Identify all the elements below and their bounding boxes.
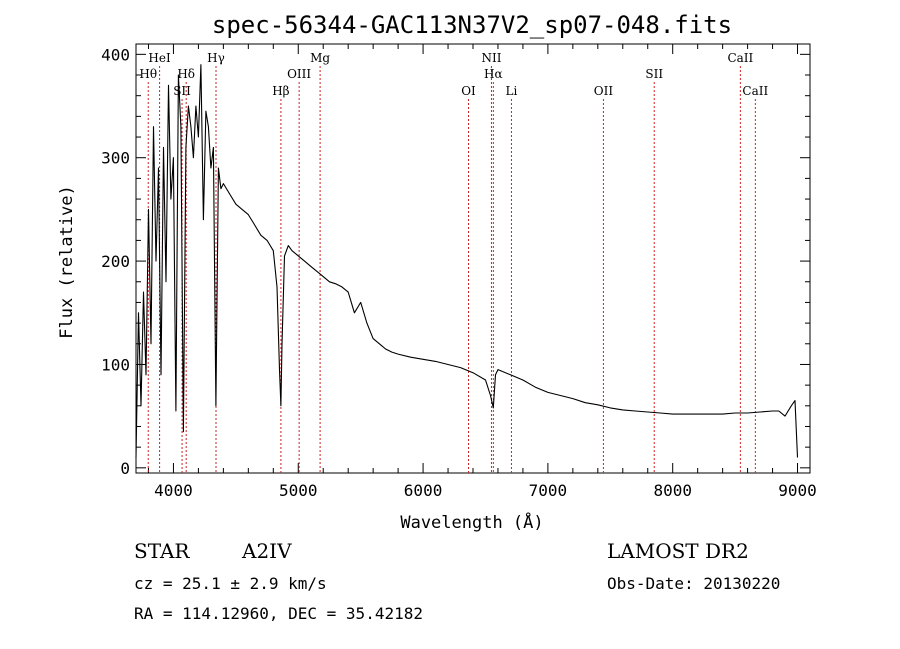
- y-tick-label: 300: [101, 149, 130, 168]
- x-axis-title: Wavelength (Å): [400, 511, 543, 533]
- chart-title: spec-56344-GAC113N37V2_sp07-048.fits: [212, 11, 732, 39]
- redshift-text: cz = 25.1 ± 2.9 km/s: [134, 574, 327, 593]
- spectral-line-label: Hθ: [139, 67, 157, 81]
- spectrum-line: [135, 64, 799, 458]
- x-tick-label: 5000: [279, 481, 318, 500]
- plot-frame: [135, 43, 811, 474]
- spectral-line-label: Hδ: [177, 67, 195, 81]
- y-tick-label: 100: [101, 355, 130, 374]
- x-tick-label: 6000: [404, 481, 443, 500]
- spectral-line-label: OII: [594, 84, 614, 98]
- spectral-line-label: OIII: [287, 67, 311, 81]
- spectral-line-label: CaII: [727, 51, 753, 65]
- spectral-line-label: CaII: [742, 84, 768, 98]
- spectral-lines: [147, 66, 756, 473]
- spectral-line-label: Hγ: [207, 51, 225, 65]
- spectral-line-label: Li: [506, 84, 518, 98]
- y-tick-label: 400: [101, 45, 130, 64]
- object-class: STAR: [134, 539, 190, 563]
- spectral-line-label: Hβ: [272, 84, 289, 98]
- spectral-line-label: OI: [461, 84, 476, 98]
- x-tick-label: 8000: [653, 481, 692, 500]
- x-tick-label: 9000: [778, 481, 817, 500]
- axes: 4000 5000 6000 7000 8000 9000 0 100 200 300 400: [101, 43, 817, 500]
- spectral-line-label: SII: [645, 67, 663, 81]
- spectral-line-label: HeI: [148, 51, 171, 65]
- coordinates-text: RA = 114.12960, DEC = 35.42182: [134, 604, 423, 623]
- spectral-line-label: Mg: [310, 51, 330, 65]
- y-axis-title: Flux (relative): [57, 185, 77, 339]
- y-tick-label: 0: [120, 459, 130, 478]
- obs-date-text: Obs-Date: 20130220: [607, 574, 781, 593]
- object-subclass: A2IV: [242, 539, 292, 563]
- spectral-line-label: NII: [481, 51, 501, 65]
- spectral-line-label: Hα: [484, 67, 503, 81]
- spectrum-series: [135, 64, 799, 458]
- x-tick-label: 7000: [529, 481, 568, 500]
- spectral-line-label: SII: [173, 84, 191, 98]
- x-tick-label: 4000: [154, 481, 193, 500]
- survey-name: LAMOST DR2: [607, 539, 749, 563]
- y-tick-label: 200: [101, 252, 130, 271]
- spectrum-chart: spec-56344-GAC113N37V2_sp07-048.fits 400…: [57, 11, 817, 533]
